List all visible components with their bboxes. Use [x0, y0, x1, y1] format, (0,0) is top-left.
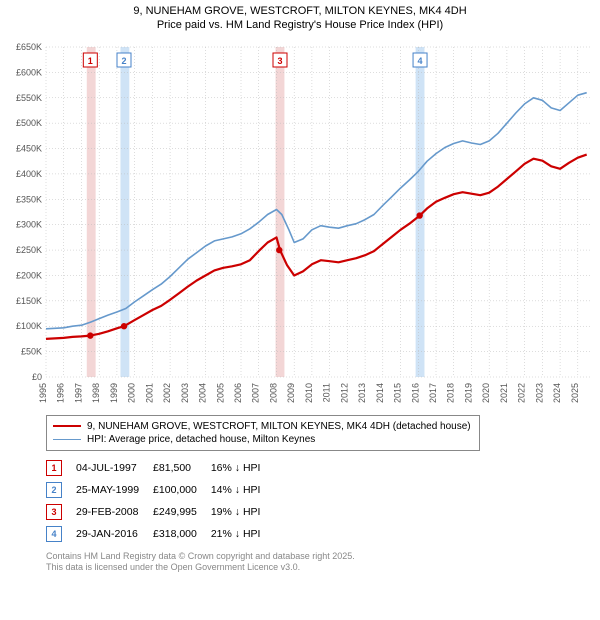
- svg-text:2003: 2003: [180, 383, 190, 403]
- svg-text:£50K: £50K: [21, 346, 42, 356]
- svg-text:£350K: £350K: [16, 194, 42, 204]
- svg-text:2014: 2014: [375, 383, 385, 403]
- transaction-price: £100,000: [153, 479, 211, 501]
- title-line-1: 9, NUNEHAM GROVE, WESTCROFT, MILTON KEYN…: [4, 4, 596, 18]
- transaction-delta: 16% ↓ HPI: [211, 457, 275, 479]
- transaction-date: 29-JAN-2016: [76, 523, 153, 545]
- svg-text:3: 3: [277, 56, 282, 66]
- footnote-line-1: Contains HM Land Registry data © Crown c…: [46, 551, 596, 562]
- transaction-marker: 1: [46, 460, 62, 476]
- transaction-delta: 14% ↓ HPI: [211, 479, 275, 501]
- transactions-table: 1 04-JUL-1997£81,50016% ↓ HPI 2 25-MAY-1999…: [46, 457, 274, 545]
- svg-text:2000: 2000: [127, 383, 137, 403]
- transaction-date: 04-JUL-1997: [76, 457, 153, 479]
- chart-title: 9, NUNEHAM GROVE, WESTCROFT, MILTON KEYN…: [4, 4, 596, 33]
- svg-text:2: 2: [121, 56, 126, 66]
- table-row: 1 04-JUL-1997£81,50016% ↓ HPI: [46, 457, 274, 479]
- svg-text:2002: 2002: [162, 383, 172, 403]
- svg-text:2004: 2004: [198, 383, 208, 403]
- svg-text:£400K: £400K: [16, 169, 42, 179]
- svg-text:2005: 2005: [215, 383, 225, 403]
- svg-text:2011: 2011: [322, 383, 332, 402]
- svg-text:2019: 2019: [463, 383, 473, 403]
- svg-text:2015: 2015: [393, 383, 403, 403]
- footnote: Contains HM Land Registry data © Crown c…: [46, 551, 596, 574]
- table-row: 2 25-MAY-1999£100,00014% ↓ HPI: [46, 479, 274, 501]
- svg-text:2008: 2008: [268, 383, 278, 403]
- svg-text:2023: 2023: [534, 383, 544, 403]
- svg-text:£0: £0: [32, 372, 42, 382]
- svg-text:2013: 2013: [357, 383, 367, 403]
- svg-text:2006: 2006: [233, 383, 243, 403]
- transaction-date: 25-MAY-1999: [76, 479, 153, 501]
- svg-text:2018: 2018: [446, 383, 456, 403]
- svg-text:£600K: £600K: [16, 67, 42, 77]
- table-row: 4 29-JAN-2016£318,00021% ↓ HPI: [46, 523, 274, 545]
- svg-text:1: 1: [88, 56, 93, 66]
- svg-text:2024: 2024: [552, 383, 562, 403]
- transaction-price: £81,500: [153, 457, 211, 479]
- legend-swatch: [53, 439, 81, 440]
- svg-text:2012: 2012: [339, 383, 349, 403]
- legend-swatch: [53, 425, 81, 427]
- svg-text:2009: 2009: [286, 383, 296, 403]
- svg-text:£300K: £300K: [16, 219, 42, 229]
- legend-label: HPI: Average price, detached house, Milt…: [87, 434, 315, 445]
- svg-text:2017: 2017: [428, 383, 438, 403]
- svg-text:2010: 2010: [304, 383, 314, 403]
- transaction-marker: 4: [46, 526, 62, 542]
- svg-text:£650K: £650K: [16, 42, 42, 52]
- svg-text:2021: 2021: [499, 383, 509, 403]
- legend-item: HPI: Average price, detached house, Milt…: [53, 433, 471, 446]
- table-row: 3 29-FEB-2008£249,99519% ↓ HPI: [46, 501, 274, 523]
- svg-text:1995: 1995: [38, 383, 48, 403]
- transaction-delta: 21% ↓ HPI: [211, 523, 275, 545]
- price-chart: £0 £50K £100K £150K £200K £250K £300K £350K £400…: [4, 37, 596, 407]
- svg-text:2022: 2022: [517, 383, 527, 403]
- title-line-2: Price paid vs. HM Land Registry's House …: [4, 18, 596, 32]
- legend-item: 9, NUNEHAM GROVE, WESTCROFT, MILTON KEYN…: [53, 420, 471, 433]
- svg-text:£450K: £450K: [16, 143, 42, 153]
- svg-text:£500K: £500K: [16, 118, 42, 128]
- transaction-price: £249,995: [153, 501, 211, 523]
- svg-text:2016: 2016: [410, 383, 420, 403]
- svg-text:1997: 1997: [73, 383, 83, 403]
- svg-text:£100K: £100K: [16, 321, 42, 331]
- transaction-marker: 2: [46, 482, 62, 498]
- transaction-marker: 3: [46, 504, 62, 520]
- svg-text:1999: 1999: [109, 383, 119, 403]
- svg-text:2007: 2007: [251, 383, 261, 403]
- legend: 9, NUNEHAM GROVE, WESTCROFT, MILTON KEYN…: [46, 415, 480, 451]
- transaction-price: £318,000: [153, 523, 211, 545]
- svg-text:2020: 2020: [481, 383, 491, 403]
- transaction-delta: 19% ↓ HPI: [211, 501, 275, 523]
- svg-text:1998: 1998: [91, 383, 101, 403]
- legend-label: 9, NUNEHAM GROVE, WESTCROFT, MILTON KEYN…: [87, 421, 471, 432]
- svg-text:2001: 2001: [144, 383, 154, 403]
- svg-text:£250K: £250K: [16, 245, 42, 255]
- footnote-line-2: This data is licensed under the Open Gov…: [46, 562, 596, 573]
- svg-text:1996: 1996: [56, 383, 66, 403]
- svg-text:2025: 2025: [570, 383, 580, 403]
- svg-text:£550K: £550K: [16, 92, 42, 102]
- svg-text:4: 4: [418, 56, 423, 66]
- svg-text:£200K: £200K: [16, 270, 42, 280]
- svg-text:£150K: £150K: [16, 295, 42, 305]
- transaction-date: 29-FEB-2008: [76, 501, 153, 523]
